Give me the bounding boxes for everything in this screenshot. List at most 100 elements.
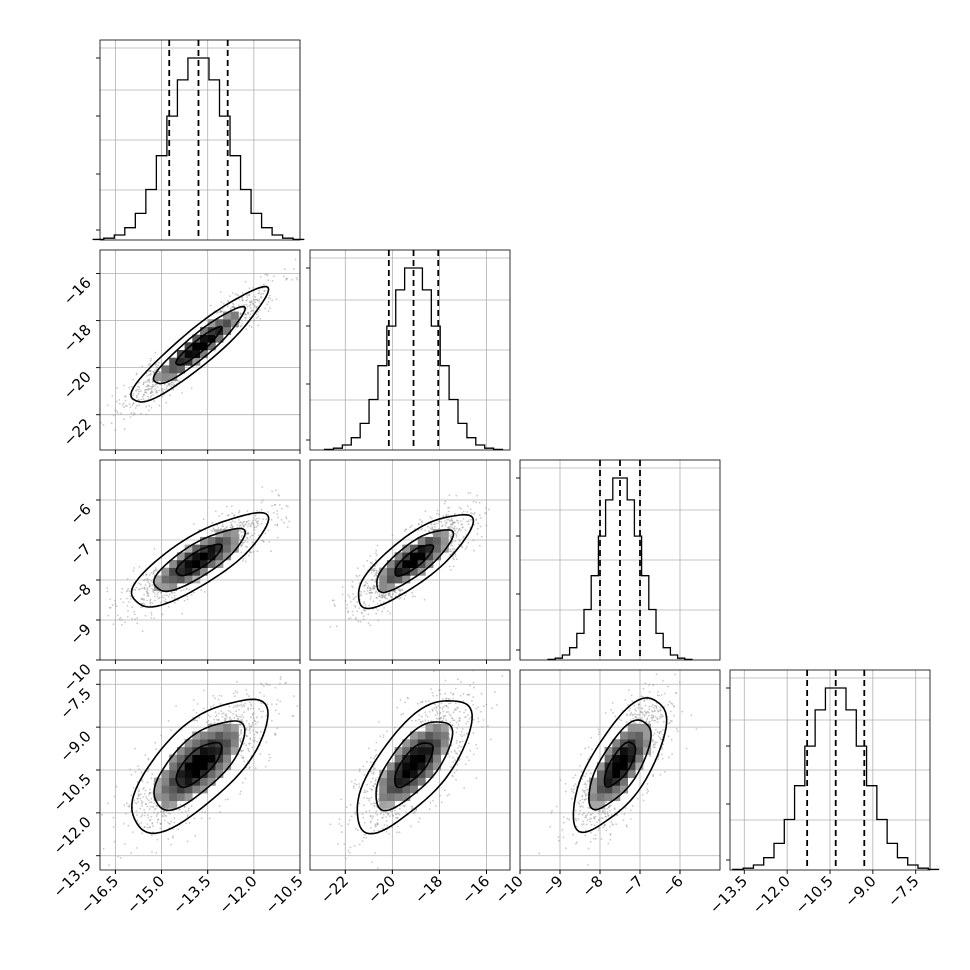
density-cell bbox=[410, 560, 418, 568]
scatter-panel-2-1 bbox=[309, 459, 511, 664]
sample-point bbox=[627, 704, 629, 706]
density-cell bbox=[200, 342, 208, 351]
sample-point bbox=[146, 591, 149, 594]
sample-point bbox=[152, 825, 154, 828]
sample-point bbox=[110, 422, 113, 425]
density-cell bbox=[207, 319, 216, 328]
density-cell bbox=[161, 575, 170, 584]
sample-point bbox=[151, 823, 154, 825]
sample-point bbox=[112, 826, 115, 828]
sample-point bbox=[618, 718, 621, 720]
sample-point bbox=[581, 823, 583, 826]
sample-point bbox=[239, 530, 242, 532]
sample-point bbox=[344, 599, 347, 602]
sample-point bbox=[377, 829, 380, 832]
sample-point bbox=[625, 721, 628, 723]
sample-point bbox=[381, 594, 384, 597]
sample-point bbox=[418, 714, 421, 716]
sample-point bbox=[254, 301, 256, 303]
sample-point bbox=[365, 836, 368, 839]
sample-point bbox=[452, 693, 454, 696]
sample-point bbox=[224, 798, 227, 801]
sample-point bbox=[396, 706, 398, 709]
sample-point bbox=[399, 590, 402, 592]
density-cell bbox=[184, 793, 193, 802]
panel-frame bbox=[309, 669, 511, 871]
sample-point bbox=[269, 756, 272, 759]
sample-point bbox=[669, 710, 672, 713]
sample-point bbox=[387, 594, 390, 597]
density-cell bbox=[635, 754, 644, 763]
sample-point bbox=[148, 374, 150, 377]
sample-point bbox=[487, 668, 489, 670]
sample-point bbox=[357, 620, 360, 623]
sample-point bbox=[352, 598, 355, 601]
density-cell bbox=[417, 770, 426, 778]
sample-point bbox=[681, 710, 684, 713]
sample-point bbox=[589, 772, 592, 775]
sample-point bbox=[451, 519, 453, 522]
sample-point bbox=[451, 519, 453, 522]
sample-point bbox=[393, 726, 396, 729]
sample-point bbox=[232, 303, 235, 306]
sample-point bbox=[358, 802, 361, 805]
sample-point bbox=[376, 822, 379, 824]
sample-point bbox=[661, 753, 663, 756]
density-cell bbox=[612, 754, 621, 763]
sample-point bbox=[402, 712, 405, 715]
density-cell bbox=[161, 567, 170, 576]
sample-point bbox=[585, 772, 588, 775]
sample-point bbox=[253, 529, 256, 531]
density-cell bbox=[425, 731, 434, 740]
density-cell bbox=[184, 746, 193, 755]
sample-point bbox=[259, 753, 262, 755]
sample-point bbox=[447, 510, 450, 513]
sample-point bbox=[641, 707, 644, 710]
sample-point bbox=[137, 398, 140, 401]
sample-point bbox=[118, 399, 120, 401]
sample-point bbox=[276, 727, 278, 730]
sample-point bbox=[366, 587, 369, 589]
sample-point bbox=[246, 296, 249, 299]
sample-point bbox=[156, 391, 159, 394]
sample-point bbox=[659, 736, 661, 739]
sample-point bbox=[237, 511, 240, 514]
sample-point bbox=[385, 820, 388, 822]
sample-point bbox=[633, 704, 636, 707]
sample-point bbox=[601, 811, 604, 813]
sample-point bbox=[141, 630, 144, 633]
sample-point bbox=[587, 746, 590, 749]
sample-point bbox=[250, 703, 252, 706]
sample-point bbox=[371, 568, 373, 571]
sample-point bbox=[447, 706, 449, 709]
sample-point bbox=[353, 597, 355, 600]
sample-point bbox=[256, 740, 259, 743]
sample-point bbox=[144, 588, 146, 591]
sample-point bbox=[141, 805, 144, 807]
sample-point bbox=[429, 801, 432, 804]
sample-point bbox=[153, 808, 156, 811]
sample-point bbox=[243, 541, 246, 544]
sample-point bbox=[159, 371, 161, 374]
sample-point bbox=[252, 516, 255, 519]
sample-point bbox=[419, 518, 422, 521]
sample-point bbox=[165, 815, 168, 817]
sample-point bbox=[494, 691, 496, 694]
sample-point bbox=[59, 647, 61, 649]
sample-point bbox=[242, 704, 245, 706]
sample-point bbox=[246, 312, 249, 314]
sample-point bbox=[496, 704, 498, 706]
sample-point bbox=[375, 549, 377, 552]
sample-point bbox=[461, 740, 464, 743]
density-cell bbox=[153, 373, 162, 382]
sample-point bbox=[417, 529, 420, 532]
density-cell bbox=[230, 319, 239, 328]
sample-point bbox=[154, 369, 156, 371]
density-cell bbox=[200, 560, 208, 568]
sample-point bbox=[240, 750, 243, 752]
sample-point bbox=[384, 593, 387, 595]
sample-point bbox=[382, 736, 385, 739]
sample-point bbox=[372, 600, 375, 603]
sample-point bbox=[444, 500, 447, 503]
sample-point bbox=[274, 709, 277, 712]
